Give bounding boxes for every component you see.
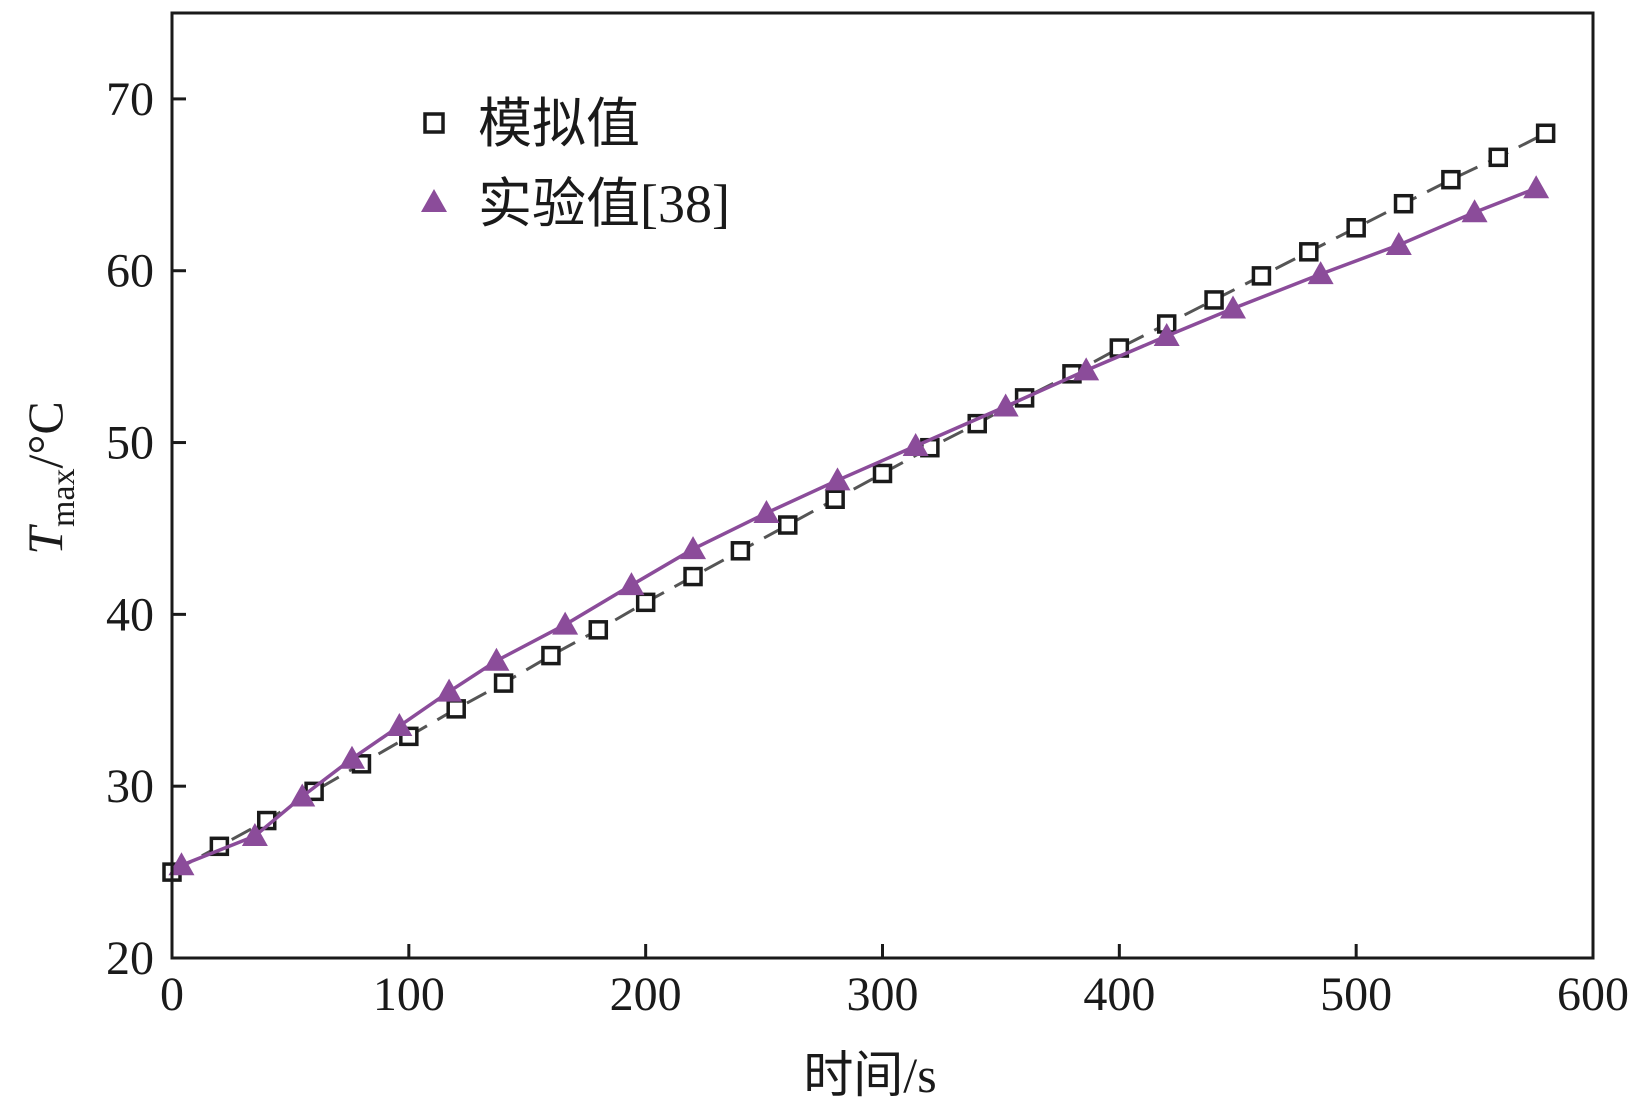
tick-layer: 0 100 200 300 400 500 600 20 30 40 50 60 70 — [106, 73, 1629, 1021]
y-axis-subscript: max — [45, 468, 82, 527]
data-point-square — [872, 463, 893, 484]
data-point-triangle — [1220, 295, 1247, 319]
data-point-square — [1488, 147, 1509, 168]
data-point-triangle — [338, 745, 365, 769]
legend: 模拟值 实验值[38] — [421, 94, 730, 234]
y-tick-label: 60 — [106, 245, 154, 298]
data-point-square — [1393, 193, 1414, 214]
svg-text:Tmax/°C: Tmax/°C — [17, 401, 82, 555]
data-point-triangle — [436, 678, 463, 702]
data-point-triangle — [483, 647, 510, 671]
series-layer — [162, 123, 1556, 882]
data-point-triangle — [902, 432, 929, 456]
y-axis-symbol: T — [17, 524, 73, 555]
data-point-square — [730, 541, 751, 561]
data-point-square — [493, 673, 514, 693]
data-point-triangle — [386, 713, 413, 737]
data-point-square — [825, 489, 845, 509]
x-axis-title: 时间/s — [803, 1047, 936, 1102]
x-tick-label: 500 — [1320, 968, 1392, 1021]
data-point-triangle — [241, 823, 268, 847]
data-point-triangle — [1307, 261, 1334, 285]
data-point-triangle — [1153, 323, 1180, 347]
legend-label-simulated: 模拟值 — [478, 94, 640, 154]
data-point-square — [1346, 218, 1366, 238]
data-point-square — [541, 645, 561, 666]
y-tick-label: 40 — [106, 588, 154, 641]
data-point-square — [635, 592, 656, 613]
data-point-square — [683, 566, 703, 587]
data-point-triangle — [552, 611, 579, 635]
data-point-square — [1251, 266, 1272, 286]
data-point-square — [1535, 123, 1556, 144]
data-point-triangle — [824, 467, 851, 491]
data-point-triangle — [618, 572, 645, 596]
data-point-square — [446, 699, 466, 719]
data-point-triangle — [289, 783, 316, 807]
data-point-triangle — [1073, 357, 1100, 381]
x-tick-label: 200 — [610, 968, 682, 1021]
x-tick-label: 100 — [373, 968, 445, 1021]
data-point-square — [1299, 242, 1319, 262]
legend-label-experimental: 实验值[38] — [478, 174, 730, 234]
data-point-square — [1204, 290, 1224, 310]
data-point-triangle — [168, 852, 195, 876]
data-point-triangle — [753, 499, 780, 523]
y-tick-label: 70 — [106, 73, 154, 126]
y-tick-label: 50 — [106, 417, 154, 470]
data-point-triangle — [1385, 231, 1412, 255]
y-tick-label: 30 — [106, 760, 154, 813]
series-0-line — [171, 131, 1547, 874]
series-1-line — [180, 186, 1537, 867]
data-point-square — [778, 515, 798, 535]
legend-marker-experimental — [421, 189, 447, 212]
x-tick-label: 600 — [1557, 968, 1629, 1021]
y-tick-label: 20 — [106, 932, 154, 985]
data-point-triangle — [1461, 199, 1488, 223]
data-point-triangle — [680, 536, 707, 560]
data-point-square — [588, 620, 609, 640]
x-tick-label: 300 — [847, 968, 919, 1021]
y-axis-title: Tmax/°C — [17, 401, 82, 555]
data-point-square — [1441, 169, 1461, 190]
plot-frame — [170, 11, 1595, 960]
y-axis-unit: /°C — [17, 401, 73, 468]
x-tick-label: 0 — [160, 968, 184, 1021]
data-point-triangle — [1523, 175, 1550, 199]
legend-marker-simulated — [423, 112, 445, 134]
data-point-triangle — [992, 393, 1019, 417]
x-tick-label: 400 — [1083, 968, 1155, 1021]
